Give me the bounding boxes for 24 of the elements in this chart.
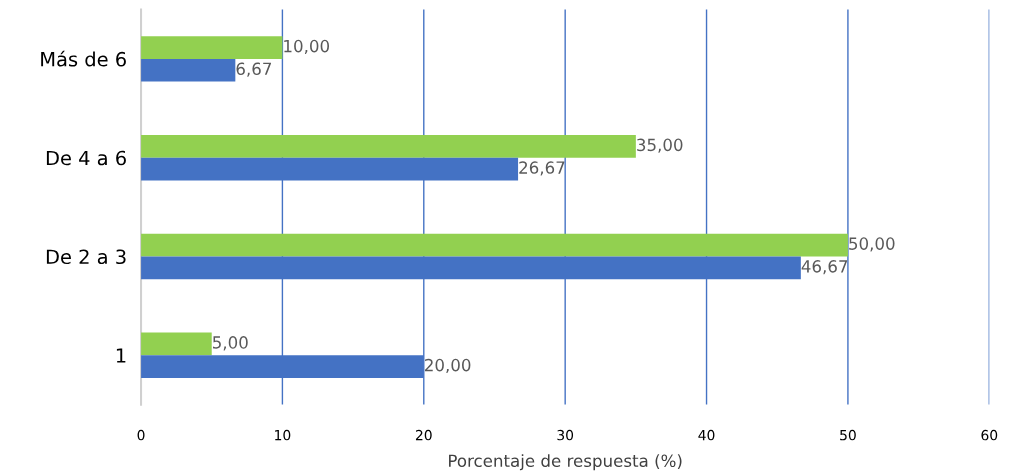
x-tick-label: 40 <box>698 429 715 441</box>
x-tick-label: 0 <box>137 429 145 441</box>
y-tick-label: Más de 6 <box>41 50 126 67</box>
data-label: 20,00 <box>425 358 471 374</box>
y-tick-label: De 4 a 6 <box>46 150 126 166</box>
data-label: 6,67 <box>236 62 272 77</box>
data-label: 50,00 <box>849 237 895 252</box>
data-label: 46,67 <box>801 260 848 275</box>
bar <box>141 233 848 257</box>
data-label: 10,00 <box>284 39 330 55</box>
y-tick-label: De 2 a 3 <box>46 249 126 265</box>
bar <box>141 134 636 158</box>
data-label: 35,00 <box>637 138 683 153</box>
y-tick-label: 1 <box>116 348 126 363</box>
bar <box>141 36 283 59</box>
x-tick-label: 10 <box>275 429 291 441</box>
bar <box>141 58 236 82</box>
x-axis-title: Porcentaje de respuesta (%) <box>449 454 682 471</box>
x-tick-label: 60 <box>981 429 998 441</box>
x-tick-label: 20 <box>415 429 432 441</box>
x-tick-label: 50 <box>840 429 856 441</box>
x-tick-label: 30 <box>557 429 574 441</box>
bar <box>141 332 212 356</box>
data-label: 5,00 <box>213 336 248 351</box>
